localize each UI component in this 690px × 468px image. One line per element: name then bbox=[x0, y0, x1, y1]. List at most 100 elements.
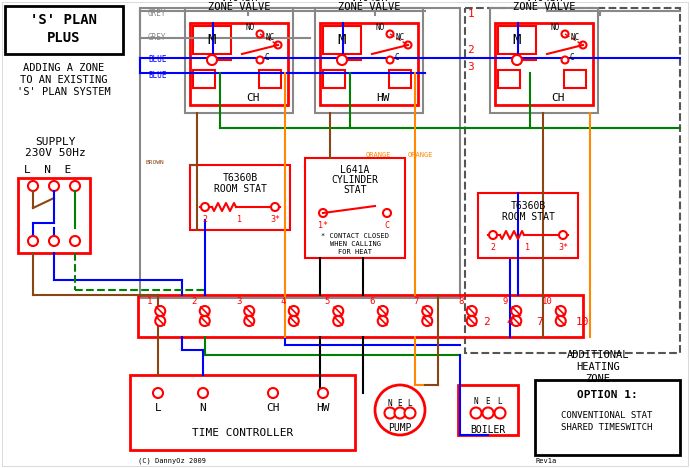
Text: ZONE: ZONE bbox=[586, 374, 611, 384]
Circle shape bbox=[49, 236, 59, 246]
Circle shape bbox=[495, 408, 506, 418]
Text: V4043H: V4043H bbox=[220, 0, 258, 3]
Text: CONVENTIONAL STAT: CONVENTIONAL STAT bbox=[561, 410, 653, 419]
Text: SHARED TIMESWITCH: SHARED TIMESWITCH bbox=[561, 424, 653, 432]
Text: BLUE: BLUE bbox=[148, 56, 166, 65]
Bar bbox=[320, 23, 418, 105]
Circle shape bbox=[404, 408, 415, 418]
Text: 3*: 3* bbox=[270, 214, 280, 224]
Text: L: L bbox=[497, 396, 502, 405]
Circle shape bbox=[28, 236, 38, 246]
Text: 2: 2 bbox=[491, 242, 495, 251]
Bar bbox=[498, 26, 536, 54]
Bar bbox=[190, 165, 290, 230]
Text: 4: 4 bbox=[506, 317, 513, 327]
Text: NC: NC bbox=[571, 34, 580, 43]
Text: 'S' PLAN: 'S' PLAN bbox=[30, 13, 97, 27]
Circle shape bbox=[511, 316, 521, 326]
Text: L641A: L641A bbox=[340, 165, 370, 175]
Text: NC: NC bbox=[395, 34, 404, 43]
Text: 9: 9 bbox=[503, 298, 509, 307]
Circle shape bbox=[512, 55, 522, 65]
Circle shape bbox=[562, 57, 569, 64]
Circle shape bbox=[386, 57, 393, 64]
Circle shape bbox=[244, 316, 254, 326]
Circle shape bbox=[268, 388, 278, 398]
Text: CH: CH bbox=[246, 93, 259, 103]
Bar bbox=[535, 380, 680, 455]
Circle shape bbox=[383, 209, 391, 217]
Bar bbox=[185, 8, 293, 113]
Text: SUPPLY: SUPPLY bbox=[34, 137, 75, 147]
Text: TO AN EXISTING: TO AN EXISTING bbox=[20, 75, 108, 85]
Text: 2: 2 bbox=[202, 214, 208, 224]
Text: ADDING A ZONE: ADDING A ZONE bbox=[23, 63, 105, 73]
Circle shape bbox=[333, 306, 343, 316]
Text: 1: 1 bbox=[237, 214, 242, 224]
Text: BROWN: BROWN bbox=[145, 160, 164, 165]
Bar bbox=[389, 70, 411, 88]
Circle shape bbox=[337, 55, 347, 65]
Text: GREY: GREY bbox=[148, 34, 166, 43]
Bar bbox=[465, 8, 680, 353]
Text: NC: NC bbox=[266, 34, 275, 43]
Circle shape bbox=[386, 30, 393, 37]
Circle shape bbox=[559, 231, 567, 239]
Circle shape bbox=[155, 316, 165, 326]
Circle shape bbox=[404, 42, 411, 49]
Text: M: M bbox=[208, 33, 216, 47]
Circle shape bbox=[466, 306, 477, 316]
Text: ADDITIONAL: ADDITIONAL bbox=[566, 350, 629, 360]
Bar bbox=[259, 70, 281, 88]
Bar bbox=[495, 23, 593, 105]
Circle shape bbox=[466, 316, 477, 326]
Circle shape bbox=[70, 181, 80, 191]
Bar bbox=[193, 26, 231, 54]
Circle shape bbox=[422, 306, 432, 316]
Circle shape bbox=[471, 408, 482, 418]
Text: ROOM STAT: ROOM STAT bbox=[214, 184, 266, 194]
Circle shape bbox=[271, 203, 279, 211]
Circle shape bbox=[207, 55, 217, 65]
Circle shape bbox=[562, 30, 569, 37]
Text: 7: 7 bbox=[537, 317, 544, 327]
Text: CYLINDER: CYLINDER bbox=[331, 175, 379, 185]
Text: WHEN CALLING: WHEN CALLING bbox=[330, 241, 380, 247]
Text: T6360B: T6360B bbox=[511, 201, 546, 211]
Text: 'S' PLAN SYSTEM: 'S' PLAN SYSTEM bbox=[17, 87, 111, 97]
Text: 10: 10 bbox=[542, 298, 553, 307]
Circle shape bbox=[288, 306, 299, 316]
Text: M: M bbox=[513, 33, 521, 47]
Circle shape bbox=[201, 203, 209, 211]
Text: 6: 6 bbox=[369, 298, 375, 307]
Circle shape bbox=[28, 181, 38, 191]
Text: L: L bbox=[155, 403, 161, 413]
Text: T6360B: T6360B bbox=[222, 173, 257, 183]
Text: ZONE VALVE: ZONE VALVE bbox=[337, 2, 400, 12]
Text: ZONE VALVE: ZONE VALVE bbox=[513, 2, 575, 12]
Text: GREY: GREY bbox=[148, 8, 166, 17]
Text: HW: HW bbox=[316, 403, 330, 413]
Text: OPTION 1:: OPTION 1: bbox=[577, 390, 638, 400]
Text: 2: 2 bbox=[468, 45, 475, 55]
Text: NO: NO bbox=[551, 23, 560, 32]
Text: ZONE VALVE: ZONE VALVE bbox=[208, 2, 270, 12]
Circle shape bbox=[257, 30, 264, 37]
Bar bbox=[564, 70, 586, 88]
Circle shape bbox=[70, 236, 80, 246]
Text: BOILER: BOILER bbox=[471, 425, 506, 435]
Bar bbox=[490, 8, 598, 113]
Text: 3: 3 bbox=[468, 62, 475, 72]
Text: 1*: 1* bbox=[318, 220, 328, 229]
Text: M: M bbox=[338, 33, 346, 47]
Circle shape bbox=[489, 231, 497, 239]
Text: 3*: 3* bbox=[558, 242, 568, 251]
Circle shape bbox=[198, 388, 208, 398]
Text: HW: HW bbox=[376, 93, 390, 103]
Circle shape bbox=[199, 306, 210, 316]
Text: * CONTACT CLOSED: * CONTACT CLOSED bbox=[321, 233, 389, 239]
Bar bbox=[18, 178, 90, 253]
Text: C: C bbox=[570, 53, 574, 63]
Text: 8: 8 bbox=[458, 298, 464, 307]
Text: PLUS: PLUS bbox=[47, 31, 81, 45]
